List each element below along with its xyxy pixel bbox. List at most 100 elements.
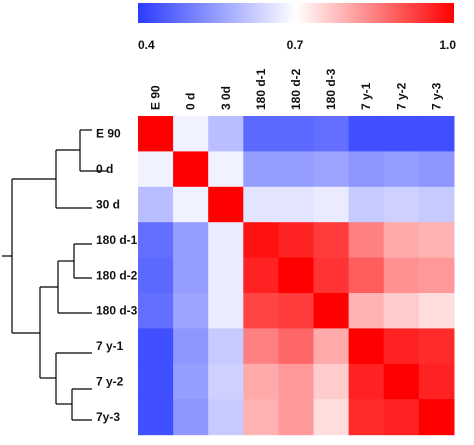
row-label: 30 d	[96, 198, 120, 212]
heatmap-cell	[418, 116, 455, 152]
heatmap-cell	[243, 116, 279, 152]
heatmap-cell	[313, 293, 350, 329]
heatmap-cell	[418, 257, 455, 294]
heatmap-cell	[418, 293, 455, 329]
column-label: 7 y-2	[394, 82, 408, 110]
heatmap-cell	[243, 363, 279, 400]
heatmap-cell	[383, 186, 420, 223]
colorbar-min-label: 0.4	[138, 38, 155, 52]
row-label: 7 y-1	[96, 339, 124, 353]
heatmap-cell	[243, 399, 279, 436]
heatmap-cell	[243, 328, 279, 365]
heatmap-cell	[208, 186, 244, 223]
column-label: E 90	[149, 85, 163, 110]
column-labels: E 90 0 d 3 0d 180 d-1 180 d-2 180 d-3 7 y-1 7 y…	[149, 68, 444, 110]
heatmap-cell	[138, 328, 174, 365]
heatmap-cell	[383, 399, 420, 436]
colorbar: 0.4 0.7 1.0	[138, 3, 456, 52]
heatmap-cell	[313, 363, 350, 400]
heatmap-cell	[208, 363, 244, 400]
column-label: 3 0d	[219, 86, 233, 110]
heatmap-cell	[243, 293, 279, 329]
heatmap-cell	[208, 151, 244, 188]
heatmap-cell	[278, 116, 315, 152]
heatmap-cell	[278, 399, 315, 436]
heatmap-cell	[173, 222, 209, 259]
heatmap-cell	[173, 257, 209, 294]
row-label: 7 y-2	[96, 375, 124, 389]
heatmap-cell	[313, 151, 350, 188]
heatmap-cell	[348, 293, 385, 329]
heatmap-cell	[348, 399, 385, 436]
row-label: 180 d-3	[96, 304, 138, 318]
heatmap-cell	[418, 222, 455, 259]
heatmap-cell	[278, 328, 315, 365]
row-label: 180 d-2	[96, 268, 138, 282]
row-label: E 90	[96, 127, 121, 141]
heatmap-cell	[173, 116, 209, 152]
row-label: 180 d-1	[96, 233, 138, 247]
heatmap-cell	[278, 363, 315, 400]
column-label: 7 y-1	[359, 82, 373, 110]
row-dendrogram	[2, 129, 108, 421]
heatmap-cells	[138, 116, 455, 436]
colorbar-mid-label: 0.7	[287, 38, 304, 52]
colorbar-max-label: 1.0	[439, 38, 456, 52]
heatmap-cell	[173, 293, 209, 329]
heatmap-cell	[313, 328, 350, 365]
heatmap-cell	[138, 363, 174, 400]
heatmap-cell	[278, 293, 315, 329]
column-label: 0 d	[184, 93, 198, 110]
heatmap-cell	[243, 186, 279, 223]
heatmap-cell	[208, 116, 244, 152]
heatmap-cell	[208, 257, 244, 294]
column-label: 7 y-3	[429, 82, 443, 110]
heatmap-cell	[278, 222, 315, 259]
heatmap-cell	[138, 151, 174, 188]
heatmap-cell	[173, 328, 209, 365]
heatmap-cell	[173, 151, 209, 188]
heatmap-cell	[208, 399, 244, 436]
heatmap-cell	[313, 116, 350, 152]
heatmap-cell	[383, 257, 420, 294]
heatmap-cell	[383, 151, 420, 188]
heatmap-cell	[278, 257, 315, 294]
colorbar-gradient	[138, 3, 454, 23]
heatmap-cell	[278, 151, 315, 188]
heatmap-cell	[243, 151, 279, 188]
heatmap-cell	[278, 186, 315, 223]
heatmap-cell	[383, 363, 420, 400]
heatmap-cell	[418, 151, 455, 188]
heatmap-cell	[208, 328, 244, 365]
heatmap-cell	[138, 186, 174, 223]
heatmap-cell	[243, 257, 279, 294]
row-label: 0 d	[96, 162, 113, 176]
column-label: 180 d-1	[254, 68, 268, 110]
heatmap-cell	[208, 293, 244, 329]
heatmap-cell	[383, 116, 420, 152]
row-label: 7y-3	[96, 410, 120, 424]
heatmap-cell	[138, 293, 174, 329]
column-label: 180 d-3	[324, 68, 338, 110]
heatmap-cell	[313, 222, 350, 259]
heatmap-cell	[418, 399, 455, 436]
heatmap-cell	[313, 186, 350, 223]
heatmap-cell	[348, 116, 385, 152]
heatmap-cell	[418, 186, 455, 223]
heatmap-cell	[348, 222, 385, 259]
heatmap-cell	[383, 328, 420, 365]
heatmap-cell	[348, 328, 385, 365]
heatmap-cell	[138, 222, 174, 259]
heatmap-cell	[313, 257, 350, 294]
heatmap-cell	[138, 399, 174, 436]
heatmap-cell	[243, 222, 279, 259]
heatmap-cell	[418, 328, 455, 365]
row-labels: E 90 0 d 30 d 180 d-1 180 d-2 180 d-3 7 y-1 7 y…	[96, 127, 138, 424]
heatmap-cell	[208, 222, 244, 259]
heatmap-cell	[348, 151, 385, 188]
heatmap-cell	[173, 363, 209, 400]
heatmap-cell	[138, 257, 174, 294]
heatmap-cell	[418, 363, 455, 400]
heatmap-cell	[383, 293, 420, 329]
